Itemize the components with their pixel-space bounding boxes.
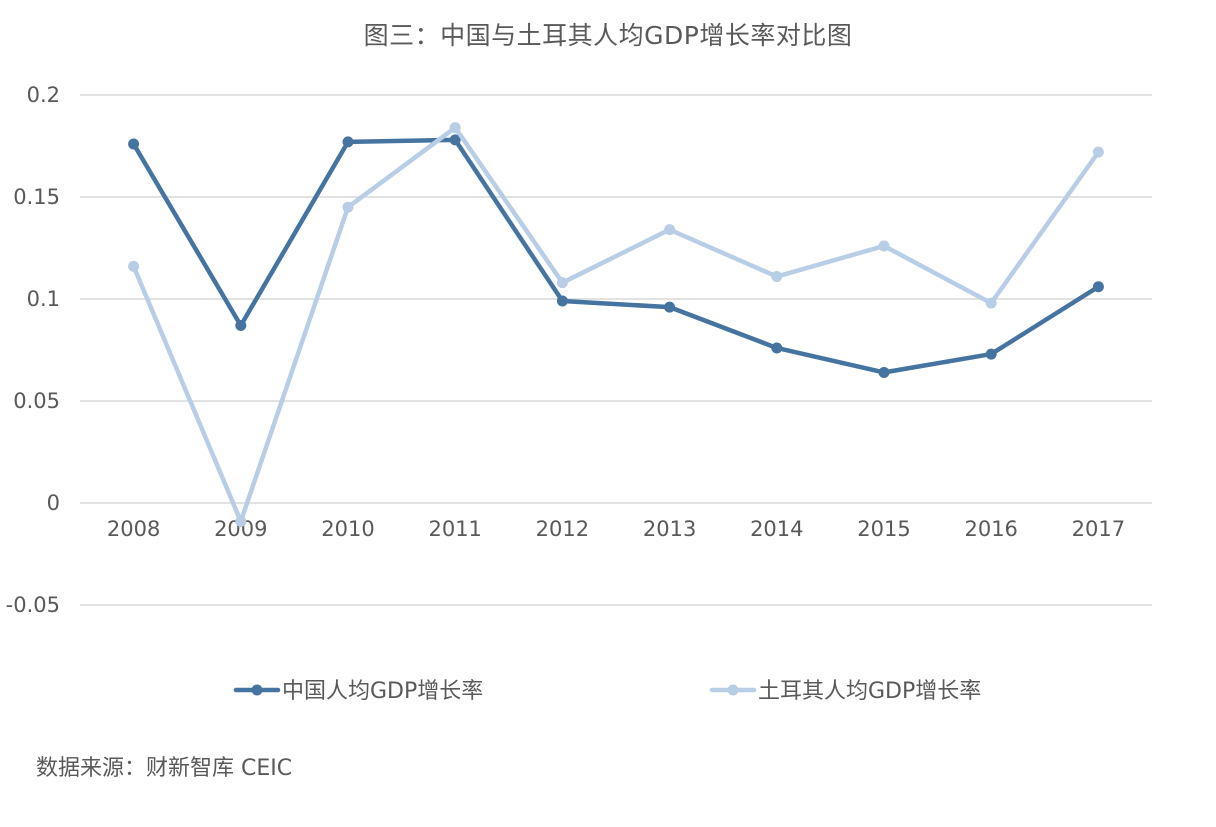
y-tick-label: 0 bbox=[47, 491, 60, 515]
y-tick-label: -0.05 bbox=[6, 593, 60, 617]
y-tick-label: 0.15 bbox=[13, 185, 60, 209]
x-tick-label: 2008 bbox=[107, 517, 160, 541]
x-tick-label: 2012 bbox=[536, 517, 589, 541]
legend-marker bbox=[251, 684, 263, 696]
y-tick-label: 0.1 bbox=[27, 287, 60, 311]
x-tick-label: 2011 bbox=[428, 517, 481, 541]
legend-marker bbox=[727, 684, 739, 696]
data-point bbox=[556, 277, 568, 289]
data-point bbox=[128, 138, 140, 150]
data-point bbox=[664, 224, 676, 236]
x-tick-label: 2015 bbox=[857, 517, 910, 541]
y-tick-label: 0.05 bbox=[13, 389, 60, 413]
data-point bbox=[664, 301, 676, 313]
series-layer bbox=[128, 122, 1104, 527]
y-axis: 0.2 0.15 0.1 0.05 0 -0.05 bbox=[6, 83, 60, 617]
data-point bbox=[1092, 146, 1104, 158]
x-axis: 2008 2009 2010 2011 2012 2013 2014 2015 2016 2017 bbox=[107, 517, 1125, 541]
data-point bbox=[1092, 281, 1104, 293]
data-point bbox=[771, 342, 783, 354]
legend: 中国人均GDP增长率 土耳其人均GDP增长率 bbox=[233, 679, 981, 704]
data-point bbox=[128, 260, 140, 272]
legend-label: 土耳其人均GDP增长率 bbox=[758, 679, 981, 704]
data-point bbox=[878, 240, 890, 252]
data-point bbox=[449, 134, 461, 146]
source-note: 数据来源：财新智库 CEIC bbox=[36, 756, 293, 781]
x-tick-label: 2014 bbox=[750, 517, 803, 541]
x-tick-label: 2016 bbox=[964, 517, 1017, 541]
series-line bbox=[131, 137, 1101, 375]
x-tick-label: 2017 bbox=[1072, 517, 1125, 541]
legend-label: 中国人均GDP增长率 bbox=[282, 679, 483, 704]
series-line bbox=[131, 125, 1101, 524]
data-point bbox=[235, 320, 247, 332]
chart-title: 图三：中国与土耳其人均GDP增长率对比图 bbox=[363, 21, 853, 50]
data-point bbox=[556, 295, 568, 307]
x-tick-label: 2013 bbox=[643, 517, 696, 541]
data-point bbox=[449, 122, 461, 134]
data-point bbox=[985, 297, 997, 309]
data-point bbox=[342, 201, 354, 213]
data-point bbox=[342, 136, 354, 148]
y-tick-label: 0.2 bbox=[27, 83, 60, 107]
x-tick-label: 2010 bbox=[321, 517, 374, 541]
data-point bbox=[235, 515, 247, 527]
data-point bbox=[985, 348, 997, 360]
data-point bbox=[771, 271, 783, 283]
data-point bbox=[878, 366, 890, 378]
